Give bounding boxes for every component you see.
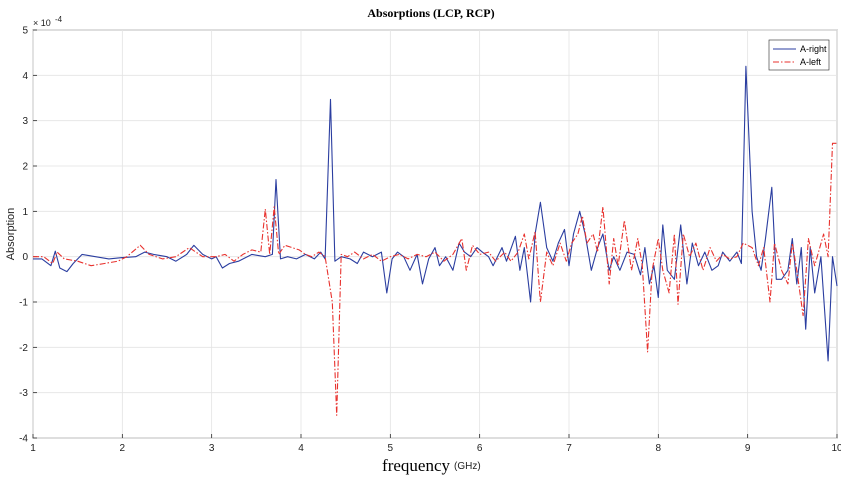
x-tick-label: 6 — [477, 443, 483, 454]
plot-area — [32, 29, 838, 439]
y-tick-label: 0 — [22, 252, 28, 263]
x-axis-label: frequency — [382, 456, 450, 475]
legend: A-right A-left — [768, 39, 830, 71]
series-line-a-left — [33, 142, 837, 416]
legend-box — [768, 39, 830, 71]
legend-label-a-right: A-right — [800, 44, 827, 54]
y-axis-label: Absorption — [5, 208, 17, 261]
series-lines — [33, 65, 838, 416]
y-tick-label: -2 — [19, 343, 28, 354]
y-exponent-power: -4 — [55, 15, 63, 24]
x-tick-label: 4 — [298, 443, 304, 454]
y-tick-label: 1 — [22, 207, 28, 218]
y-exponent-label: × 10 — [33, 18, 51, 28]
x-tick-label: 5 — [388, 443, 394, 454]
axis-ticks: 1 2 3 4 5 6 7 8 9 10 -4 -3 -2 -1 0 1 2 3 4 5 — [19, 26, 841, 455]
y-tick-label: -4 — [19, 434, 28, 445]
x-tick-label: 3 — [209, 443, 215, 454]
series-line-a-right — [33, 65, 838, 362]
x-tick-label: 8 — [656, 443, 662, 454]
grid — [32, 29, 838, 439]
y-tick-label: -1 — [19, 298, 28, 309]
x-axis-unit: (GHz) — [454, 461, 481, 472]
y-tick-label: -3 — [19, 388, 28, 399]
y-tick-label: 3 — [22, 116, 28, 127]
x-tick-label: 2 — [120, 443, 126, 454]
chart-title: Absorptions (LCP, RCP) — [367, 6, 494, 20]
x-tick-label: 9 — [745, 443, 751, 454]
legend-label-a-left: A-left — [800, 57, 822, 67]
y-tick-label: 5 — [22, 26, 28, 37]
x-tick-label: 7 — [566, 443, 572, 454]
y-tick-label: 4 — [22, 71, 28, 82]
x-tick-label: 1 — [30, 443, 36, 454]
y-tick-label: 2 — [22, 162, 28, 173]
x-tick-label: 10 — [831, 443, 841, 454]
